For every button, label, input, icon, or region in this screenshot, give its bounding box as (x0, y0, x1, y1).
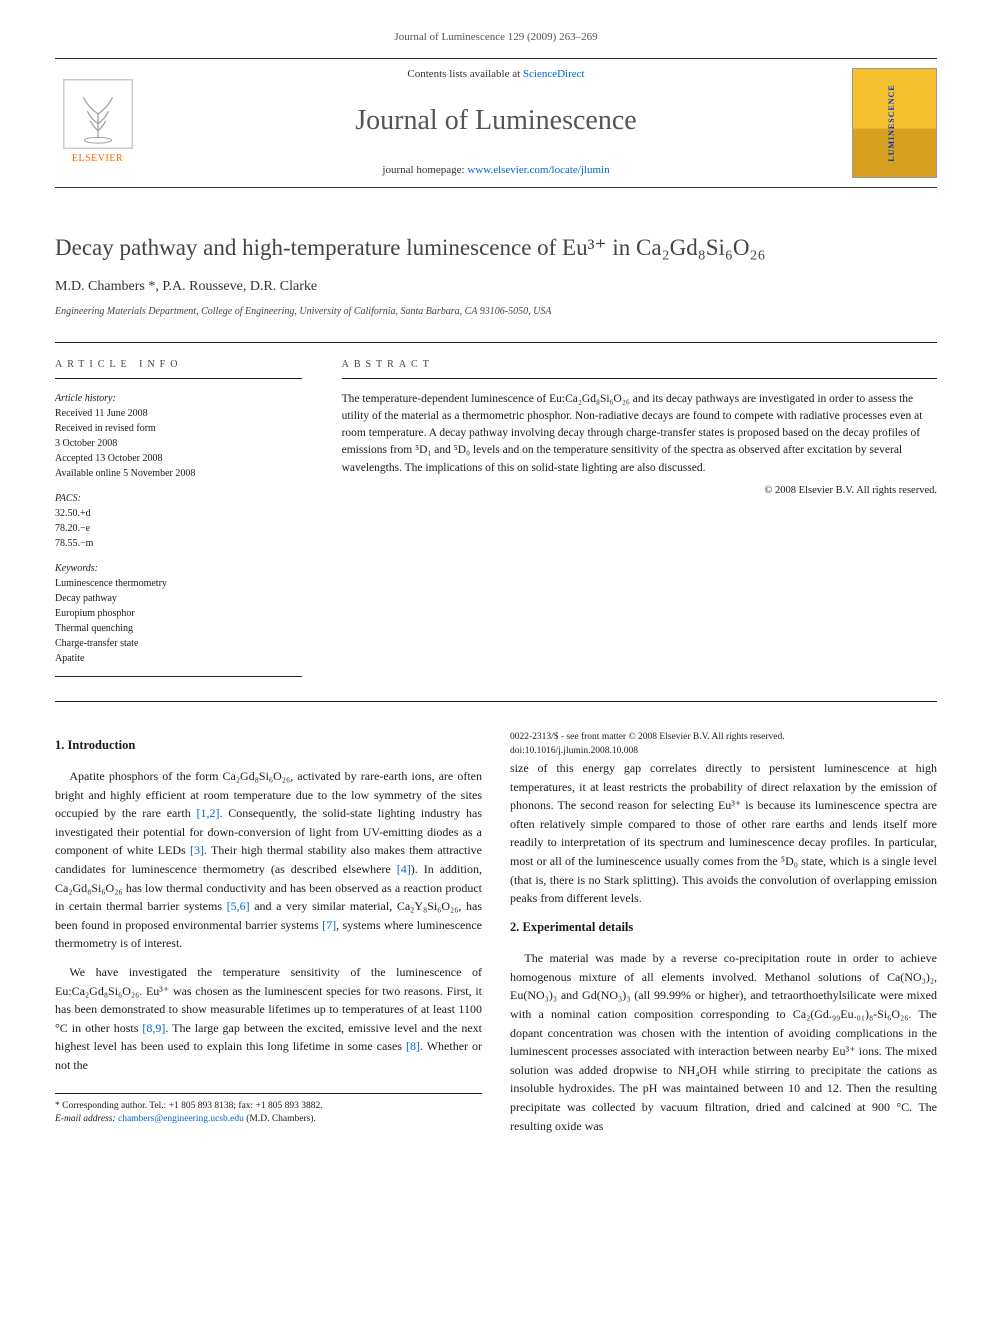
keyword: Apatite (55, 651, 302, 666)
keyword: Europium phosphor (55, 606, 302, 621)
info-abstract-row: ARTICLE INFO Article history: Received 1… (55, 342, 937, 702)
section-heading-experimental: 2. Experimental details (510, 918, 937, 937)
pacs-block: PACS: 32.50.+d 78.20.−e 78.55.−m (55, 491, 302, 551)
pacs-code: 78.55.−m (55, 536, 302, 551)
article-info-column: ARTICLE INFO Article history: Received 1… (55, 343, 320, 701)
history-label: Article history: (55, 391, 302, 406)
affiliation: Engineering Materials Department, Colleg… (55, 305, 937, 320)
article-history-block: Article history: Received 11 June 2008 R… (55, 391, 302, 481)
keyword: Luminescence thermometry (55, 576, 302, 591)
sciencedirect-link[interactable]: ScienceDirect (523, 68, 585, 80)
keyword: Charge-transfer state (55, 636, 302, 651)
body-text: 1. Introduction Apatite phosphors of the… (55, 730, 937, 1140)
history-line: Accepted 13 October 2008 (55, 451, 302, 466)
abstract-text: The temperature-dependent luminescence o… (342, 391, 937, 477)
doi-line: doi:10.1016/j.jlumin.2008.10.008 (510, 744, 937, 759)
front-matter-line: 0022-2313/$ - see front matter © 2008 El… (510, 730, 937, 745)
journal-homepage-link[interactable]: www.elsevier.com/locate/jlumin (467, 164, 609, 176)
authors-line: M.D. Chambers *, P.A. Rousseve, D.R. Cla… (55, 277, 937, 297)
section-heading-introduction: 1. Introduction (55, 736, 482, 755)
email-suffix: (M.D. Chambers). (244, 1114, 316, 1124)
history-line: Received in revised form (55, 421, 302, 436)
article-title: Decay pathway and high-temperature lumin… (55, 233, 937, 263)
journal-title: Journal of Luminescence (140, 101, 852, 142)
front-matter-block: 0022-2313/$ - see front matter © 2008 El… (510, 730, 937, 759)
reference-link[interactable]: [7] (322, 918, 336, 932)
corresponding-author-footnote: * Corresponding author. Tel.: +1 805 893… (55, 1093, 482, 1127)
reference-link[interactable]: [3] (190, 843, 204, 857)
abstract-column: ABSTRACT The temperature-dependent lumin… (320, 343, 937, 701)
contents-available-line: Contents lists available at ScienceDirec… (140, 67, 852, 83)
history-line: 3 October 2008 (55, 436, 302, 451)
reference-link[interactable]: [5,6] (227, 899, 250, 913)
homepage-prefix: journal homepage: (382, 164, 467, 176)
paragraph: The material was made by a reverse co-pr… (510, 949, 937, 1135)
masthead-center: Contents lists available at ScienceDirec… (140, 67, 852, 179)
abstract-copyright: © 2008 Elsevier B.V. All rights reserved… (342, 483, 937, 499)
corresponding-email-link[interactable]: chambers@engineering.ucsb.edu (118, 1114, 244, 1124)
masthead: ELSEVIER Contents lists available at Sci… (55, 58, 937, 188)
publisher-name: ELSEVIER (72, 152, 123, 167)
journal-cover-thumbnail (852, 68, 937, 178)
contents-prefix: Contents lists available at (407, 68, 522, 80)
paragraph: Apatite phosphors of the form Ca₂Gd₈Si₆O… (55, 767, 482, 953)
keywords-block: Keywords: Luminescence thermometry Decay… (55, 561, 302, 677)
reference-link[interactable]: [4] (397, 862, 411, 876)
pacs-code: 78.20.−e (55, 521, 302, 536)
paragraph: We have investigated the temperature sen… (55, 963, 482, 1075)
history-line: Available online 5 November 2008 (55, 466, 302, 481)
pacs-label: PACS: (55, 491, 302, 506)
publisher-logo: ELSEVIER (55, 79, 140, 167)
reference-link[interactable]: [1,2] (196, 806, 219, 820)
reference-link[interactable]: [8] (406, 1039, 420, 1053)
running-head: Journal of Luminescence 129 (2009) 263–2… (55, 30, 937, 46)
corresponding-line: * Corresponding author. Tel.: +1 805 893… (55, 1100, 482, 1113)
email-label: E-mail address: (55, 1114, 118, 1124)
keywords-label: Keywords: (55, 561, 302, 576)
elsevier-tree-icon (63, 79, 133, 149)
article-info-label: ARTICLE INFO (55, 357, 302, 379)
keyword: Decay pathway (55, 591, 302, 606)
pacs-code: 32.50.+d (55, 506, 302, 521)
journal-homepage-line: journal homepage: www.elsevier.com/locat… (140, 163, 852, 179)
abstract-label: ABSTRACT (342, 357, 937, 379)
paragraph: size of this energy gap correlates direc… (510, 759, 937, 908)
history-line: Received 11 June 2008 (55, 406, 302, 421)
reference-link[interactable]: [8,9] (142, 1021, 165, 1035)
keyword: Thermal quenching (55, 621, 302, 636)
email-line: E-mail address: chambers@engineering.ucs… (55, 1113, 482, 1126)
